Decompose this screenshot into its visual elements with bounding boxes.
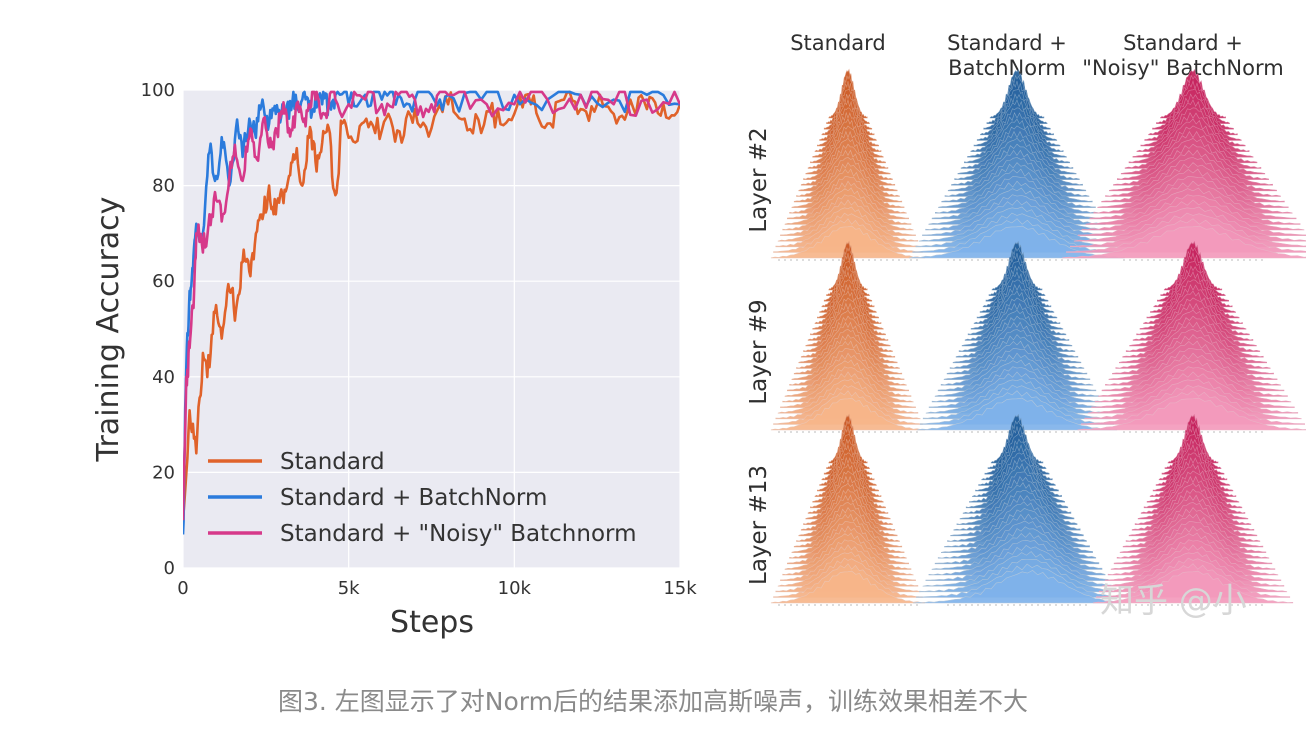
row-title: Layer #13 (746, 465, 772, 585)
legend-label-standard: Standard (280, 449, 385, 475)
ridge-layer (916, 397, 1118, 431)
plot-area (183, 90, 680, 568)
row-title: Layer #9 (746, 299, 772, 404)
column-title: "Noisy" BatchNorm (1082, 56, 1283, 80)
training-accuracy-chart: 0 20 40 60 80 100 0 5k 10k 15k Training Accuracy… (91, 80, 697, 640)
watermark: 知乎 @小 (1100, 581, 1247, 621)
ridge-layer (1077, 397, 1306, 431)
column-title: Standard + (1123, 31, 1243, 55)
y-tick-label: 0 (164, 558, 175, 579)
ridge-layer (770, 225, 926, 259)
ridge-panel (916, 240, 1118, 433)
ridge-panel (913, 413, 1121, 606)
legend-label-batchnorm: Standard + BatchNorm (280, 485, 547, 511)
x-tick-label: 0 (177, 578, 188, 599)
ridge-layer (770, 570, 926, 604)
ridge-panel (770, 68, 926, 261)
y-tick-label: 100 (141, 80, 175, 101)
x-tick-label: 15k (663, 578, 697, 599)
ridge-panel (1062, 69, 1306, 261)
y-axis-label: Training Accuracy (91, 197, 126, 463)
x-tick-labels: 0 5k 10k 15k (177, 578, 697, 599)
series-line-standard (183, 90, 680, 521)
y-tick-labels: 0 20 40 60 80 100 (141, 80, 175, 579)
y-tick-label: 60 (152, 271, 175, 292)
figure-caption: 图3. 左图显示了对Norm后的结果添加高斯噪声，训练效果相差不大 (278, 687, 1028, 716)
legend-label-noisy-batchnorm: Standard + "Noisy" Batchnorm (280, 521, 636, 547)
x-axis-label: Steps (390, 605, 474, 640)
y-tick-label: 40 (152, 367, 175, 388)
ridgeline-panels (770, 68, 1306, 606)
y-tick-label: 80 (152, 176, 175, 197)
ridge-layer (770, 397, 926, 431)
ridge-layer (913, 570, 1121, 604)
column-title: BatchNorm (948, 56, 1066, 80)
series-lines (183, 90, 680, 535)
ridge-panel (1077, 240, 1306, 433)
x-tick-label: 10k (498, 578, 532, 599)
ridge-panel (770, 413, 926, 606)
column-title: Standard (790, 31, 886, 55)
column-title: Standard + (947, 31, 1067, 55)
x-tick-label: 5k (338, 578, 360, 599)
y-tick-label: 20 (152, 462, 175, 483)
legend: Standard Standard + BatchNorm Standard +… (208, 449, 636, 547)
row-title: Layer #2 (746, 127, 772, 232)
ridge-layer (1062, 225, 1306, 259)
ridge-panel (909, 68, 1125, 261)
row-titles: Layer #2 Layer #9 Layer #13 (746, 127, 772, 585)
series-line-noisy-batchnorm (183, 90, 680, 521)
ridge-panel (770, 240, 926, 433)
ridge-layer (1092, 570, 1294, 604)
ridge-panel (1092, 413, 1294, 606)
